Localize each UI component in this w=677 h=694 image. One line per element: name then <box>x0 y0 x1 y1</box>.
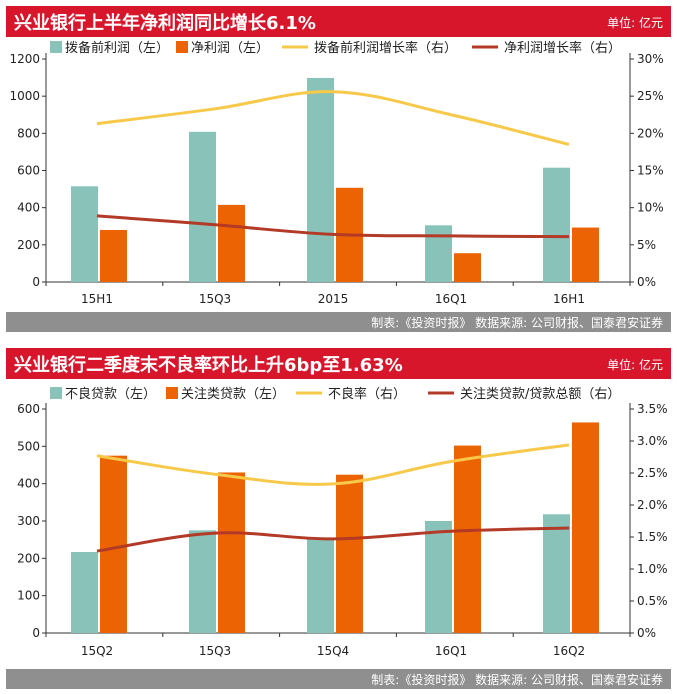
y-right-tick-label: 5% <box>637 238 656 252</box>
legend-swatch <box>176 41 188 53</box>
y-right-tick-label: 0% <box>637 626 656 640</box>
y-left-tick-label: 300 <box>17 514 40 528</box>
y-left-tick-label: 1200 <box>9 52 40 66</box>
y-left-tick-label: 200 <box>17 238 40 252</box>
y-right-tick-label: 3.5% <box>637 402 668 416</box>
y-right-tick-label: 0.5% <box>637 594 668 608</box>
bar-a <box>71 186 98 282</box>
x-tick-label: 15Q2 <box>81 644 113 658</box>
legend-label: 净利润增长率（右） <box>504 40 621 56</box>
chart-2-unit: 单位: 亿元 <box>607 358 663 372</box>
y-left-tick-label: 600 <box>17 402 40 416</box>
y-right-tick-label: 20% <box>637 126 664 140</box>
bar-b <box>100 455 127 633</box>
y-right-tick-label: 15% <box>637 164 664 178</box>
x-tick-label: 16Q2 <box>553 644 585 658</box>
bar-b <box>100 229 127 282</box>
x-tick-label: 15Q4 <box>317 644 349 658</box>
y-left-tick-label: 500 <box>17 439 40 453</box>
legend-swatch <box>50 387 62 399</box>
bar-b <box>572 422 599 633</box>
bar-a <box>307 537 334 633</box>
x-tick-label: 16Q1 <box>435 292 467 306</box>
y-right-tick-label: 3.0% <box>637 434 668 448</box>
legend-label: 关注类贷款（左） <box>181 387 285 402</box>
chart-panel-1: 兴业银行上半年净利润同比增长6.1% 单位: 亿元 0 200 400 600 800 1… <box>0 0 677 340</box>
bar-b <box>218 204 245 282</box>
bar-a <box>189 530 216 633</box>
legend-label: 不良率（右） <box>328 386 406 402</box>
legend-swatch <box>166 387 178 399</box>
y-left-tick-label: 0 <box>32 626 40 640</box>
legend-swatch <box>50 41 62 53</box>
chart-1-source: 制表:《投资时报》 数据来源: 公司财报、国泰君安证券 <box>371 316 663 330</box>
x-tick-label: 15H1 <box>81 292 113 306</box>
bar-a <box>543 167 570 282</box>
y-left-tick-label: 100 <box>17 589 40 603</box>
bar-b <box>336 474 363 633</box>
x-tick-label: 15Q3 <box>199 292 231 306</box>
chart-2-source: 制表:《投资时报》 数据来源: 公司财报、国泰君安证券 <box>371 673 663 687</box>
series-line-1 <box>96 214 570 239</box>
chart-1-unit: 单位: 亿元 <box>607 16 663 30</box>
chart-2-plot: 0 100 200 300 400 500 600 0% 0.5% 1.0% 1.5% 2.0% 2.5… <box>17 386 668 658</box>
chart-panel-2: 兴业银行二季度末不良率环比上升6bp至1.63% 单位: 亿元 0 100 200 3… <box>0 340 677 694</box>
y-left-tick-label: 400 <box>17 477 40 491</box>
y-right-tick-label: 0% <box>637 275 656 289</box>
y-right-tick-label: 2.5% <box>637 466 668 480</box>
y-left-tick-label: 200 <box>17 551 40 565</box>
bar-b <box>454 445 481 633</box>
chart-2-header: 兴业银行二季度末不良率环比上升6bp至1.63% 单位: 亿元 <box>6 348 671 379</box>
bar-b <box>218 472 245 633</box>
y-left-tick-label: 800 <box>17 126 40 140</box>
x-tick-label: 15Q3 <box>199 644 231 658</box>
bar-a <box>425 521 452 633</box>
legend-label: 净利润（左） <box>191 41 269 56</box>
series-line-0 <box>96 443 570 486</box>
x-tick-label: 2015 <box>318 292 349 306</box>
chart-1-title: 兴业银行上半年净利润同比增长6.1% <box>14 13 316 34</box>
y-right-tick-label: 1.5% <box>637 530 668 544</box>
y-left-tick-label: 400 <box>17 201 40 215</box>
legend-label: 拨备前利润（左） <box>65 40 169 56</box>
bar-b <box>454 253 481 282</box>
legend-label: 关注类贷款/贷款总额（右） <box>460 387 620 402</box>
chart-1-footer: 制表:《投资时报》 数据来源: 公司财报、国泰君安证券 <box>6 312 671 332</box>
legend-label: 不良贷款（左） <box>65 386 156 402</box>
y-right-tick-label: 30% <box>637 52 664 66</box>
y-left-tick-label: 600 <box>17 164 40 178</box>
y-right-tick-label: 2.0% <box>637 498 668 512</box>
bar-a <box>425 225 452 282</box>
y-right-tick-label: 10% <box>637 201 664 215</box>
chart-2-title: 兴业银行二季度末不良率环比上升6bp至1.63% <box>14 355 403 376</box>
bar-a <box>71 551 98 633</box>
series-line-0 <box>96 90 570 146</box>
bar-b <box>572 227 599 282</box>
y-left-tick-label: 0 <box>32 275 40 289</box>
y-right-tick-label: 1.0% <box>637 562 668 576</box>
y-left-tick-label: 1000 <box>9 89 40 103</box>
bar-a <box>189 131 216 282</box>
chart-1-plot: 0 200 400 600 800 1000 1200 0% 5% 10% 15% 20% 25% 30%… <box>9 40 664 306</box>
legend-label: 拨备前利润增长率（右） <box>314 40 457 56</box>
y-right-tick-label: 25% <box>637 89 664 103</box>
chart-2-footer: 制表:《投资时报》 数据来源: 公司财报、国泰君安证券 <box>6 669 671 689</box>
series-line-1 <box>96 526 570 553</box>
x-tick-label: 16Q1 <box>435 644 467 658</box>
bar-a <box>307 77 334 282</box>
chart-1-header: 兴业银行上半年净利润同比增长6.1% 单位: 亿元 <box>6 6 671 37</box>
x-tick-label: 16H1 <box>553 292 585 306</box>
bar-a <box>543 514 570 633</box>
